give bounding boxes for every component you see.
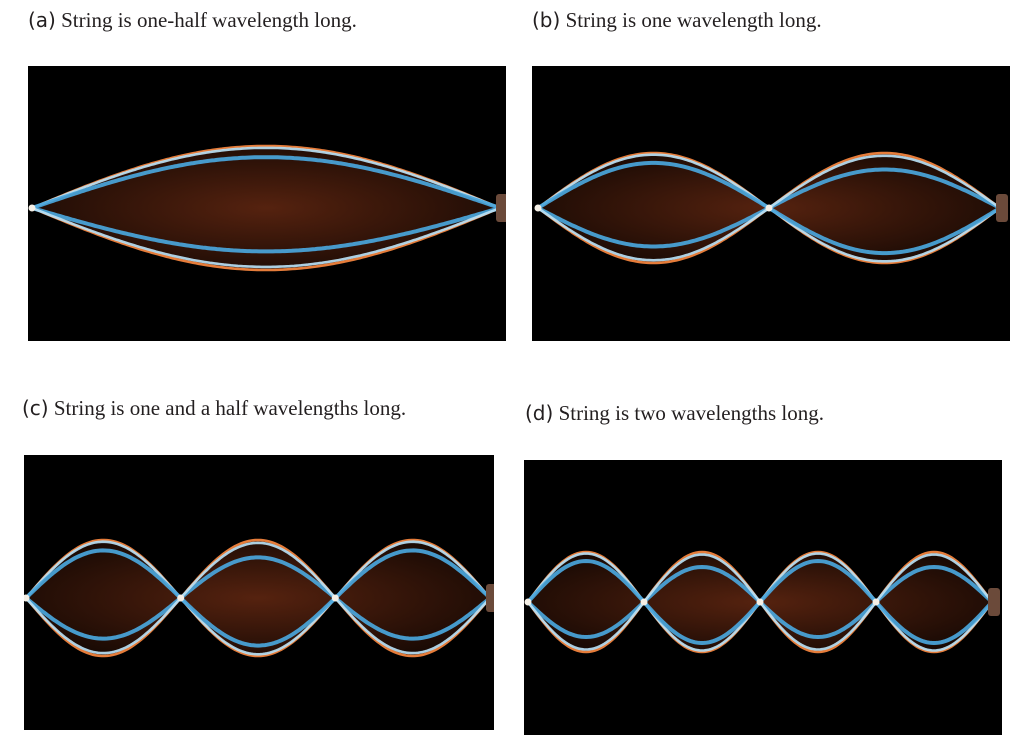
string-snapshot [25, 540, 491, 656]
panel-label-c: (c) [22, 396, 49, 420]
caption-b: (b) String is one wavelength long. [532, 10, 822, 31]
standing-wave-photo-c [24, 455, 494, 730]
panel-label-b: (b) [532, 8, 561, 32]
vibrator-clamp-right [496, 194, 506, 222]
fixed-end-left [24, 594, 30, 602]
string-snapshot [24, 555, 492, 641]
fixed-end-left [524, 598, 532, 606]
string-snapshot [31, 155, 501, 210]
string-snapshot [25, 541, 491, 655]
photo-panel-b [532, 66, 1010, 341]
vibrator-clamp-right [486, 584, 494, 612]
node-point [765, 204, 773, 212]
string-snapshot [24, 548, 492, 648]
panel-label-d: (d) [525, 401, 554, 425]
standing-wave-photo-d [524, 460, 1002, 735]
vibrator-clamp-right [988, 588, 1000, 616]
standing-wave-photo-b [532, 66, 1010, 341]
caption-a: (a) String is one-half wavelength long. [28, 10, 357, 31]
standing-wave-photo-a [28, 66, 506, 341]
string-snapshot [31, 206, 501, 254]
photo-panel-c [24, 455, 494, 730]
caption-text-a: String is one-half wavelength long. [61, 8, 357, 32]
fixed-end-left [534, 204, 542, 212]
vibrator-clamp-right [996, 194, 1008, 222]
caption-c: (c) String is one and a half wavelengths… [22, 398, 406, 419]
caption-d: (d) String is two wavelengths long. [525, 403, 824, 424]
caption-text-b: String is one wavelength long. [565, 8, 822, 32]
node-point [756, 598, 764, 606]
photo-panel-a [28, 66, 506, 341]
string-snapshot [31, 146, 501, 210]
caption-text-d: String is two wavelengths long. [558, 401, 824, 425]
panel-label-a: (a) [28, 8, 56, 32]
photo-panel-d [524, 460, 1002, 735]
node-point [177, 594, 185, 602]
node-point [640, 598, 648, 606]
fixed-end-left [28, 204, 36, 212]
caption-text-c: String is one and a half wavelengths lon… [53, 396, 407, 420]
string-snapshot [31, 206, 501, 269]
node-point [331, 594, 339, 602]
node-point [872, 598, 880, 606]
